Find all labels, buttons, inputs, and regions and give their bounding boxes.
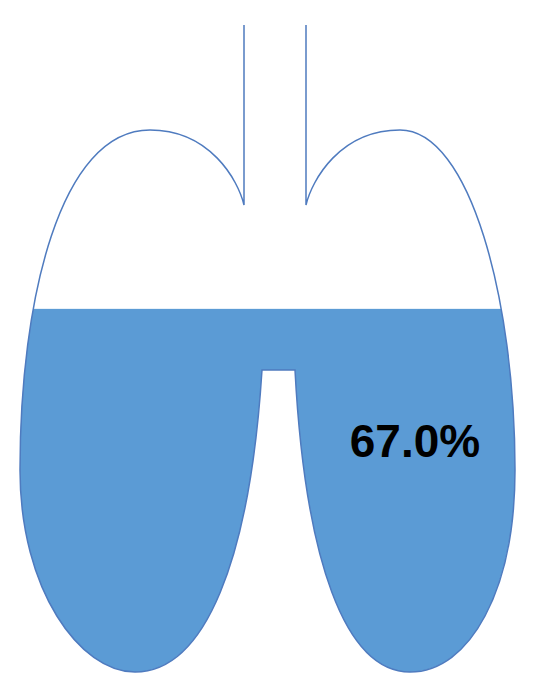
lung-outline [20,25,515,672]
chart: 67.0% [0,0,535,678]
fill-level [0,309,535,672]
plot-area [0,309,535,672]
value-label: 67.0% [350,415,480,467]
